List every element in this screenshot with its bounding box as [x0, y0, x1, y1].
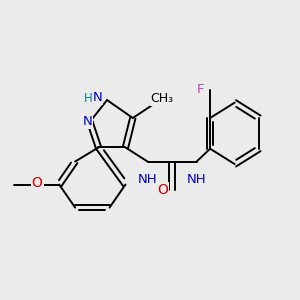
Text: N: N — [82, 115, 92, 128]
Text: NH: NH — [187, 173, 206, 186]
Text: F: F — [196, 83, 204, 96]
Text: O: O — [32, 176, 43, 190]
Text: H: H — [84, 92, 93, 105]
Text: CH₃: CH₃ — [151, 92, 174, 105]
Text: NH: NH — [138, 173, 158, 186]
Text: N: N — [92, 91, 102, 104]
Text: O: O — [157, 183, 168, 197]
